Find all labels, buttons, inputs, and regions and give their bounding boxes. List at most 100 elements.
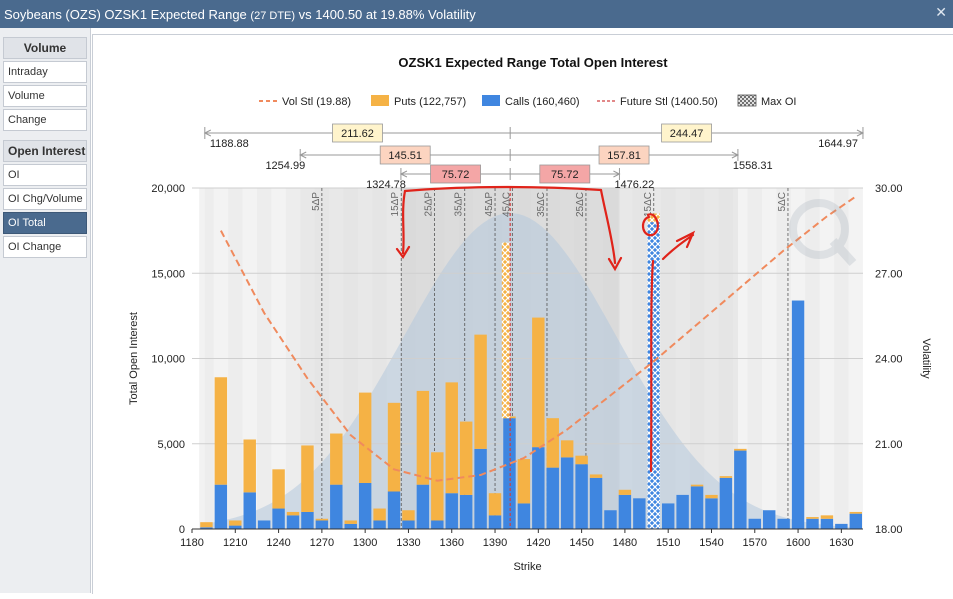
put-bar — [286, 511, 300, 516]
sidebar-item-oi-total[interactable]: OI Total — [3, 212, 87, 234]
range-arrow — [203, 129, 212, 137]
x-tick-label: 1510 — [656, 537, 680, 549]
legend-swatch — [737, 94, 757, 107]
y-tick-label: 10,000 — [151, 354, 185, 366]
call-bar — [488, 515, 502, 529]
call-bar — [431, 520, 444, 529]
x-tick-label: 1240 — [266, 537, 290, 549]
put-bar — [647, 213, 660, 223]
call-bar — [358, 482, 372, 529]
sidebar-header-volume: Volume — [3, 37, 87, 59]
window-title-bar: Soybeans (OZS) OZSK1 Expected Range (27 … — [0, 0, 953, 28]
call-bar — [791, 300, 805, 529]
range-arrow — [731, 151, 740, 159]
y2-tick-label: 24.00 — [875, 354, 903, 366]
call-bar — [589, 477, 603, 529]
call-bar — [214, 484, 228, 529]
delta-label: 45ΔC — [501, 192, 512, 217]
legend-swatch — [371, 95, 389, 106]
call-bar — [532, 447, 545, 529]
range-width-box — [598, 145, 650, 165]
watermark-logo — [789, 199, 857, 267]
x-tick-label: 1450 — [569, 537, 593, 549]
put-bar — [560, 440, 574, 458]
x-tick-label: 1540 — [699, 537, 723, 549]
y-tick-label: 15,000 — [151, 268, 185, 280]
chart-panel: OZSK1 Expected Range Total Open Interest… — [92, 34, 953, 594]
delta-label: 5ΔP — [311, 192, 322, 211]
sidebar-header-open-interest: Open Interest — [3, 140, 87, 162]
sidebar-item-change[interactable]: Change — [3, 109, 87, 131]
call-bar — [416, 484, 430, 529]
range-arrow — [856, 129, 865, 137]
y-tick-label: 0 — [179, 524, 185, 536]
call-bar — [286, 515, 300, 529]
call-bar — [604, 510, 617, 529]
call-bar — [661, 503, 675, 529]
legend-swatch — [482, 95, 500, 106]
y2-tick-label: 18.00 — [875, 524, 903, 536]
x-axis-label: Strike — [513, 561, 541, 573]
put-bar — [705, 494, 718, 499]
call-bar — [734, 450, 747, 529]
put-bar — [459, 421, 473, 495]
call-bar — [748, 518, 761, 529]
put-bar — [618, 489, 632, 495]
call-bar — [560, 457, 574, 529]
call-bar — [373, 520, 386, 529]
sidebar-item-oi-chg-volume[interactable]: OI Chg/Volume — [3, 188, 87, 210]
put-bar — [373, 508, 386, 521]
call-bar — [676, 494, 689, 529]
range-width-box — [539, 164, 591, 184]
put-bar — [719, 476, 733, 478]
delta-label: 25ΔP — [423, 192, 434, 217]
annotation-marks — [395, 185, 696, 473]
put-bar — [517, 459, 531, 504]
put-bar — [402, 510, 415, 521]
range-width-box — [379, 145, 431, 165]
put-bar — [344, 520, 357, 524]
call-bar — [719, 477, 733, 529]
legend-label: Future Stl (1400.50) — [620, 96, 718, 108]
put-bar — [272, 469, 285, 509]
call-bar — [402, 520, 415, 529]
sidebar-item-intraday[interactable]: Intraday — [3, 61, 87, 83]
range-width-label: 157.81 — [607, 150, 641, 162]
range-high-label: 1558.31 — [733, 160, 773, 172]
range-width-label: 145.51 — [388, 150, 422, 162]
put-bar — [806, 517, 819, 519]
range-width-label: 244.47 — [670, 128, 704, 140]
delta-label: 15ΔC — [643, 192, 654, 217]
call-bar — [705, 498, 718, 529]
x-tick-label: 1330 — [396, 537, 420, 549]
window-title-dte: (27 DTE) — [250, 10, 296, 22]
put-bar — [820, 515, 834, 519]
sidebar-item-oi-change[interactable]: OI Change — [3, 236, 87, 258]
put-bar — [589, 474, 603, 478]
range-width-box — [661, 123, 712, 143]
close-icon[interactable]: ✕ — [935, 4, 947, 20]
y2-tick-label: 27.00 — [875, 268, 903, 280]
vol-settle-line — [220, 195, 857, 482]
range-width-label: 75.72 — [551, 169, 579, 181]
range-arrow — [299, 151, 307, 159]
x-tick-label: 1300 — [353, 537, 377, 549]
x-tick-label: 1390 — [483, 537, 507, 549]
call-bar — [229, 525, 242, 529]
sidebar-item-volume[interactable]: Volume — [3, 85, 87, 107]
put-bar — [301, 445, 314, 512]
sidebar-item-oi[interactable]: OI — [3, 164, 87, 186]
put-bar — [575, 455, 588, 465]
put-bar — [849, 511, 862, 514]
put-bar — [546, 418, 559, 468]
range-high-label: 1476.22 — [614, 179, 654, 191]
sidebar: Volume Intraday Volume Change Open Inter… — [0, 28, 91, 593]
call-bar — [344, 523, 357, 529]
range-low-label: 1254.99 — [265, 160, 305, 172]
put-bar — [690, 484, 704, 487]
call-bar — [445, 493, 458, 529]
call-bar — [820, 518, 834, 529]
delta-label: 35ΔP — [454, 192, 465, 217]
put-bar — [387, 402, 401, 492]
x-tick-label: 1600 — [786, 537, 810, 549]
